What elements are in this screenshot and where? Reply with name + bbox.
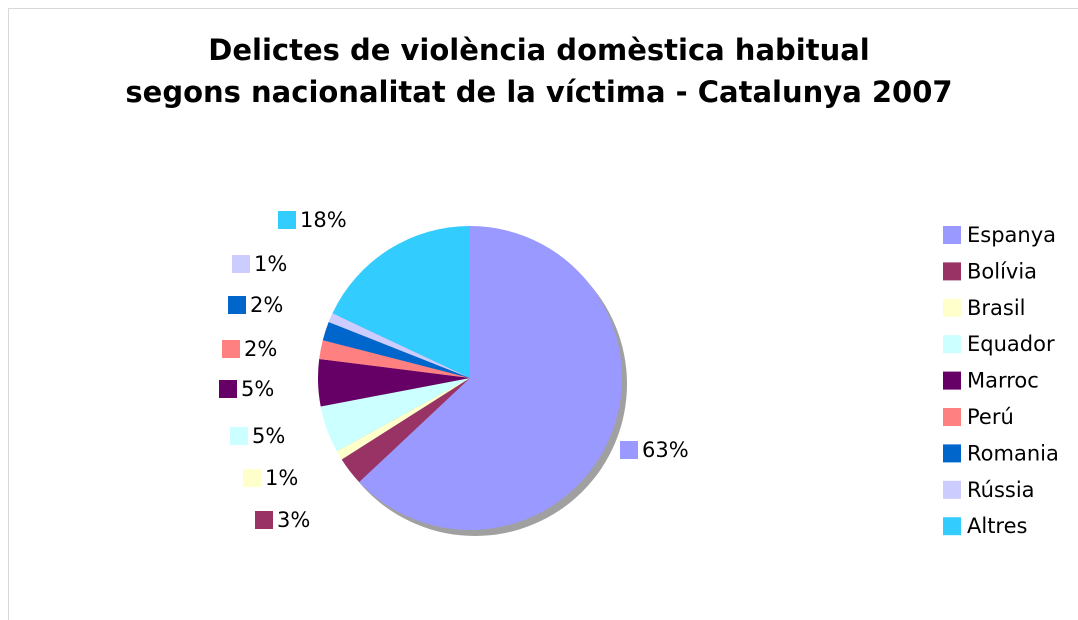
pie-slice — [332, 226, 470, 378]
data-label: 2% — [250, 293, 283, 317]
label-swatch — [278, 211, 296, 229]
pie-slice — [322, 322, 470, 378]
legend-swatch — [943, 444, 961, 463]
chart-title: segons nacionalitat de la víctima - Cata… — [125, 75, 952, 109]
legend-label: Marroc — [967, 369, 1039, 393]
legend-swatch — [943, 408, 961, 426]
data-label: 5% — [252, 424, 285, 448]
pie-slice — [359, 226, 622, 531]
chart-title: Delictes de violència domèstica habitual — [208, 33, 869, 67]
data-label: 1% — [265, 466, 298, 490]
legend-swatch — [943, 335, 961, 354]
legend-label: Brasil — [967, 296, 1026, 320]
pie-slice — [318, 358, 470, 407]
pie-slice — [341, 378, 470, 483]
legend-swatch — [943, 262, 961, 281]
data-label: 1% — [254, 252, 287, 276]
legend-label: Espanya — [967, 223, 1056, 247]
label-swatch — [243, 469, 261, 487]
legend-swatch — [943, 517, 961, 536]
data-label: 63% — [642, 438, 689, 462]
pie-slice — [336, 378, 470, 460]
legend-label: Equador — [967, 332, 1055, 356]
data-label: 2% — [244, 337, 277, 361]
label-swatch — [230, 427, 248, 445]
legend-swatch — [943, 298, 961, 317]
legend-label: Romania — [967, 441, 1059, 465]
legend-swatch — [943, 226, 961, 244]
data-label: 3% — [277, 508, 310, 532]
label-swatch — [222, 340, 240, 358]
data-label: 5% — [241, 377, 274, 401]
pie-slice — [328, 313, 470, 378]
legend-label: Perú — [967, 405, 1014, 429]
legend-swatch — [943, 480, 961, 499]
label-swatch — [228, 296, 246, 314]
label-swatch — [255, 511, 273, 529]
label-swatch — [620, 441, 638, 459]
label-swatch — [232, 255, 250, 273]
legend-swatch — [943, 371, 961, 390]
legend-label: Bolívia — [967, 259, 1037, 283]
label-swatch — [219, 380, 237, 398]
pie-slice — [320, 378, 470, 452]
legend-label: Altres — [967, 514, 1027, 538]
legend-label: Rússia — [967, 478, 1035, 502]
pie-slice — [319, 340, 470, 378]
data-label: 18% — [300, 208, 347, 232]
